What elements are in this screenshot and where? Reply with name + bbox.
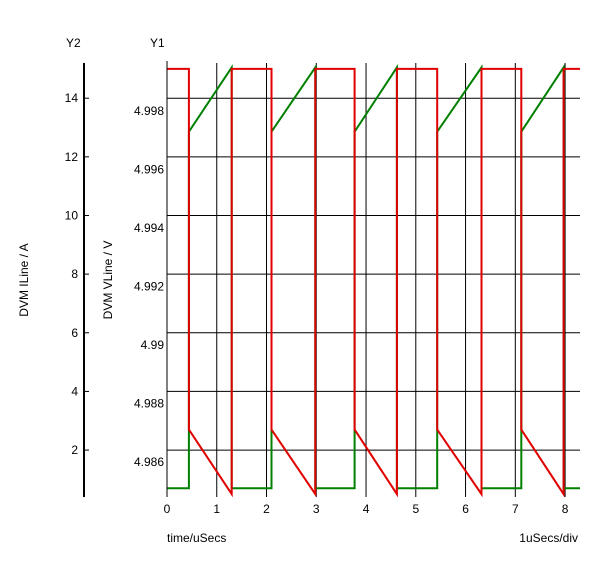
series-line-vline bbox=[167, 64, 580, 490]
y1-tick-label: 4.992 bbox=[134, 280, 164, 294]
y1-tick-label: 4.996 bbox=[134, 163, 164, 177]
x-tick-label: 1 bbox=[213, 502, 220, 516]
y2-tick-label: 2 bbox=[71, 443, 78, 457]
y2-tick-label: 4 bbox=[71, 384, 78, 398]
y2-tick-label: 10 bbox=[65, 208, 79, 222]
series-line-iline bbox=[167, 67, 580, 498]
x-axis-label: time/uSecs bbox=[167, 531, 226, 545]
y1-tick-label: 4.998 bbox=[134, 104, 164, 118]
x-tick-label: 6 bbox=[462, 502, 469, 516]
x-tick-label: 4 bbox=[363, 502, 370, 516]
y1-tick-label: 4.99 bbox=[141, 338, 165, 352]
x-tick-label: 8 bbox=[562, 502, 569, 516]
grid bbox=[167, 63, 580, 497]
y1-tick-label: 4.986 bbox=[134, 455, 164, 469]
x-tick-label: 2 bbox=[263, 502, 270, 516]
y2-axis-header: Y2 bbox=[66, 36, 81, 50]
y1-tick-label: 4.988 bbox=[134, 396, 164, 410]
y1-axis-label: DVM VLine / V bbox=[101, 241, 115, 320]
y2-tick-label: 14 bbox=[65, 91, 79, 105]
y2-tick-label: 12 bbox=[65, 150, 79, 164]
y2-axis-label: DVM ILine / A bbox=[17, 243, 31, 316]
tick-labels: 24681012144.9864.9884.994.9924.9944.9964… bbox=[65, 91, 569, 516]
x-axis-units-label: 1uSecs/div bbox=[519, 531, 578, 545]
y1-axis-header: Y1 bbox=[150, 36, 165, 50]
y1-tick-label: 4.994 bbox=[134, 221, 164, 235]
y2-tick-label: 8 bbox=[71, 267, 78, 281]
axes bbox=[83, 61, 168, 497]
x-tick-label: 0 bbox=[164, 502, 171, 516]
y2-tick-label: 6 bbox=[71, 326, 78, 340]
series-layer bbox=[167, 64, 580, 498]
x-tick-label: 3 bbox=[313, 502, 320, 516]
x-tick-label: 5 bbox=[412, 502, 419, 516]
x-tick-label: 7 bbox=[512, 502, 519, 516]
